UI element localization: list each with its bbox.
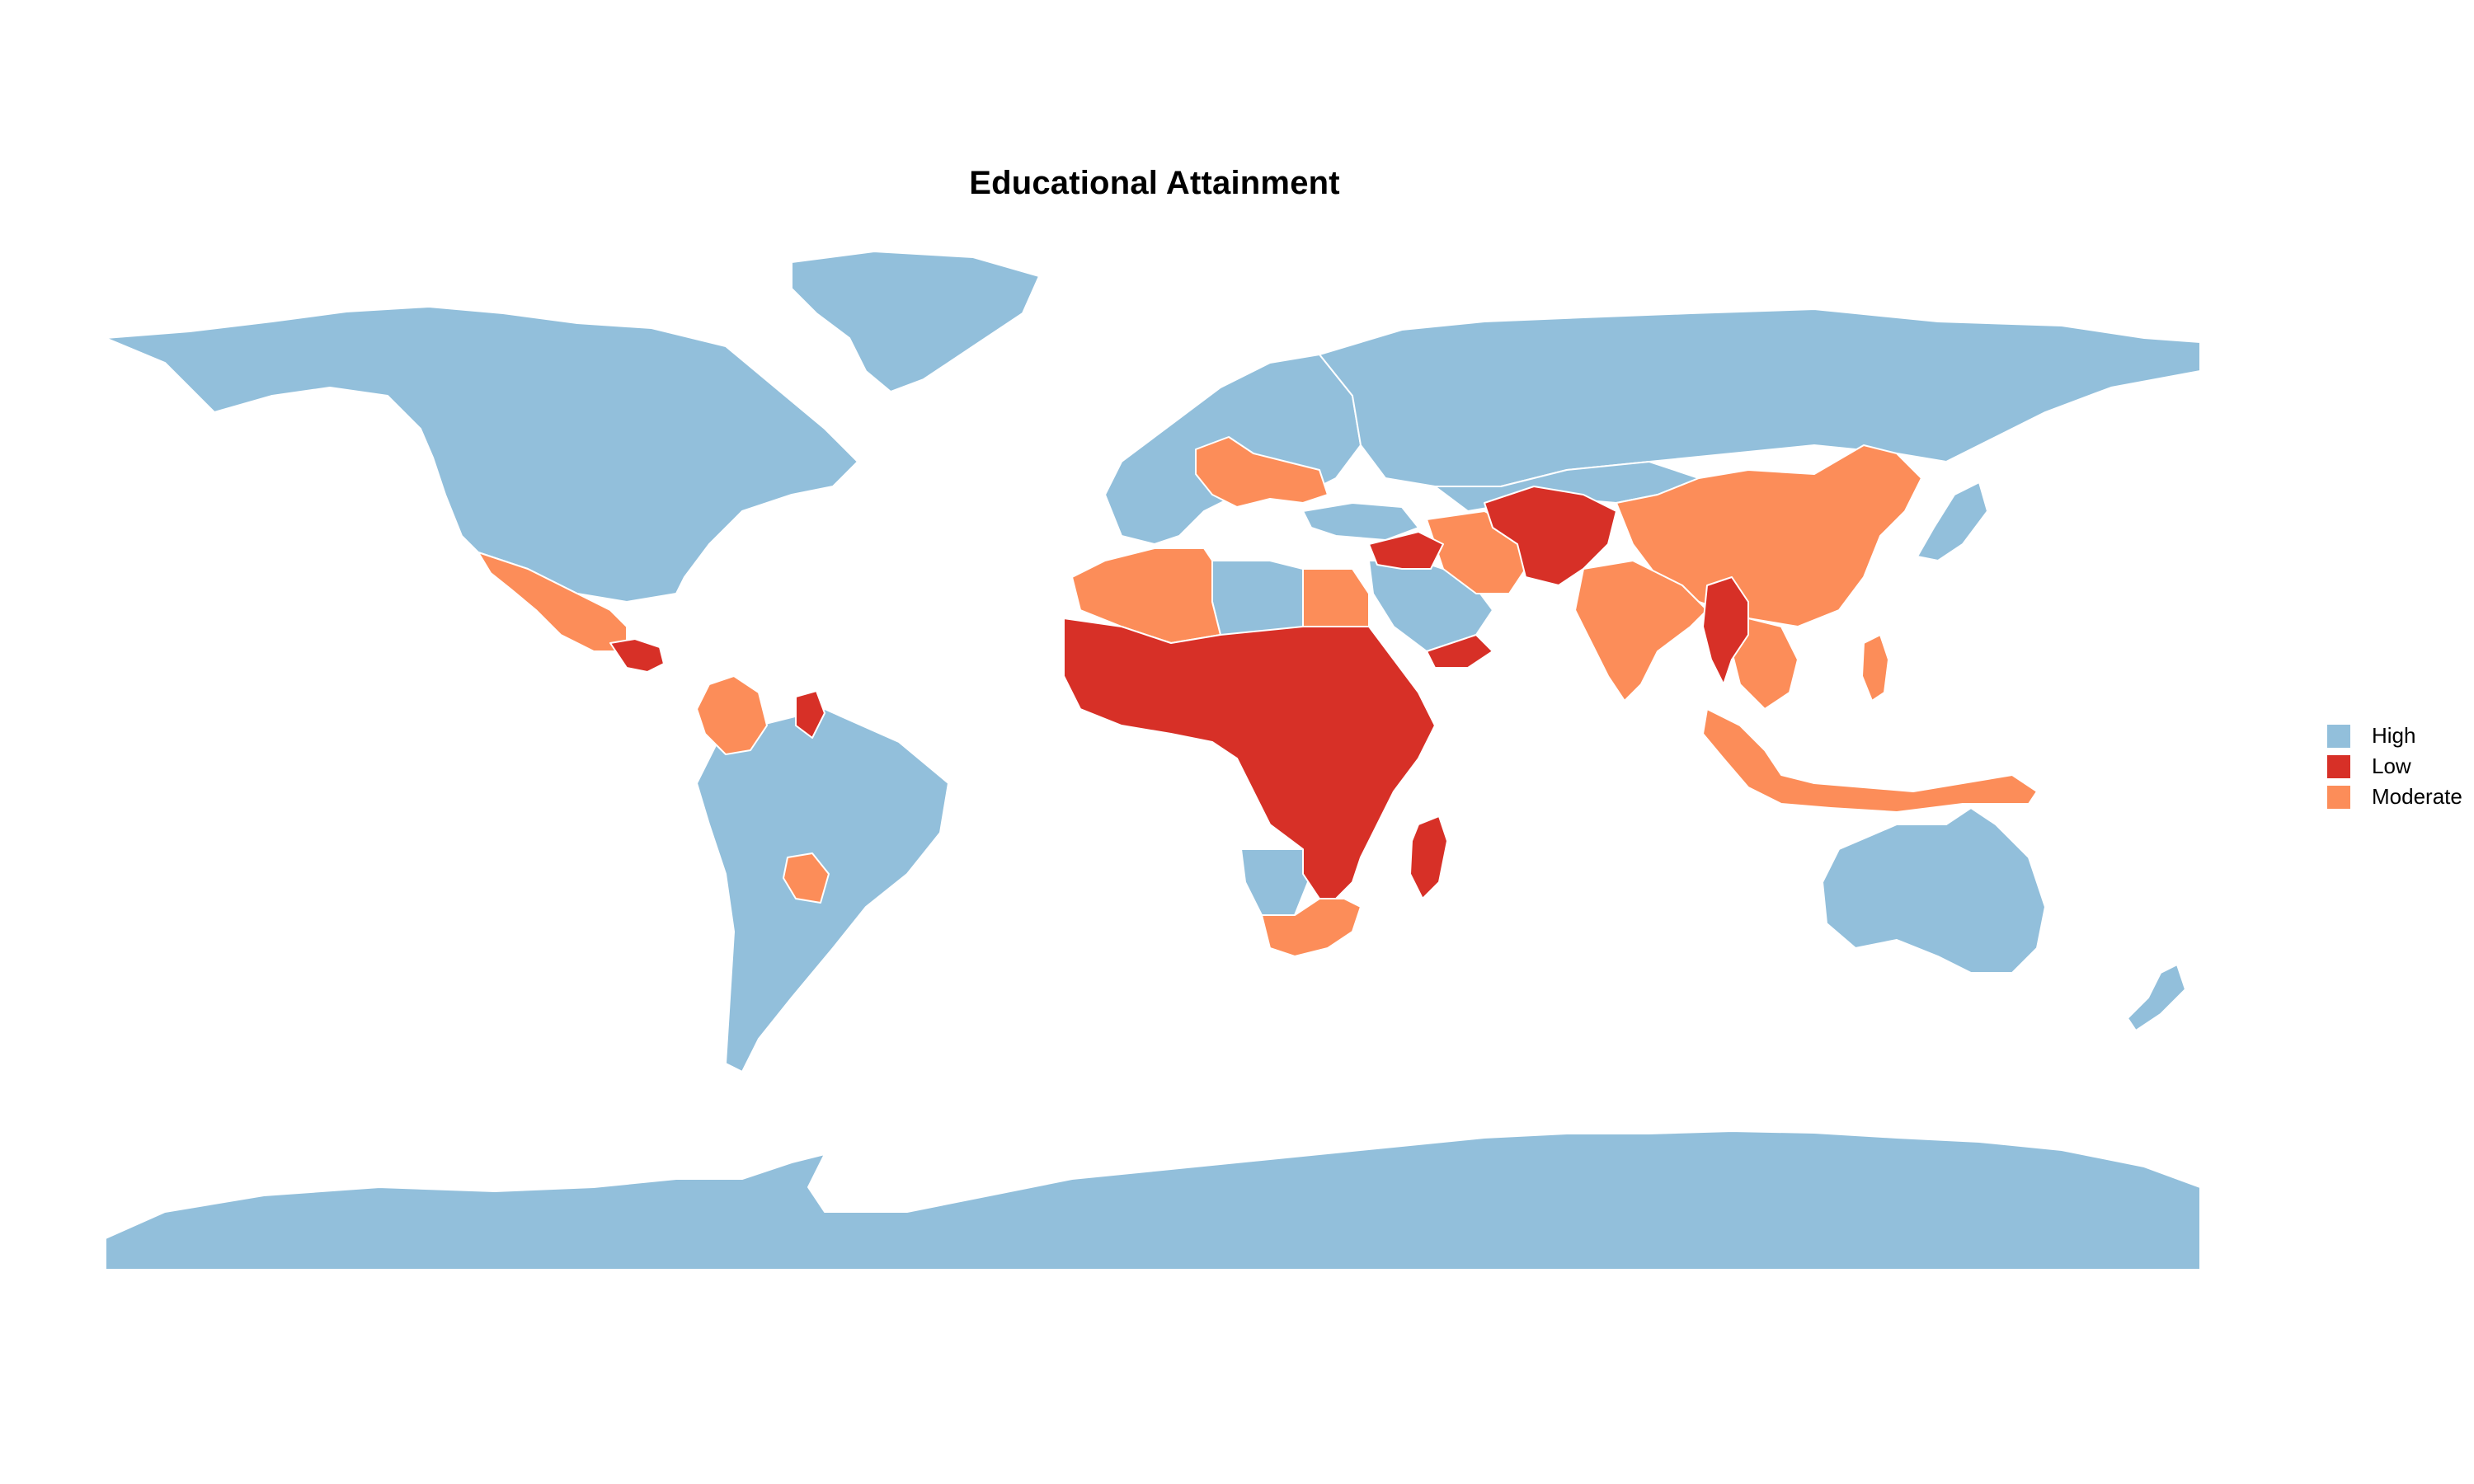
world-map — [105, 251, 2201, 1270]
region-mexico — [477, 552, 628, 652]
legend: High Low Moderate — [2327, 721, 2462, 812]
region-southeast-europe — [1195, 436, 1329, 508]
region-turkey — [1302, 502, 1419, 541]
region-central-america — [609, 638, 665, 673]
region-madagascar — [1409, 815, 1448, 899]
legend-item-high: High — [2327, 721, 2462, 751]
region-philippines — [1861, 634, 1889, 702]
region-australia — [1822, 807, 2046, 974]
legend-item-moderate: Moderate — [2327, 782, 2462, 812]
region-egypt — [1302, 568, 1370, 627]
region-paraguay — [783, 852, 830, 904]
region-antarctica — [105, 1130, 2201, 1270]
legend-swatch-high — [2327, 724, 2350, 748]
region-japan — [1917, 481, 1988, 561]
region-middle-east — [1368, 531, 1493, 669]
region-namibia — [1240, 848, 1312, 916]
region-afghanistan-pakistan — [1484, 486, 1617, 586]
legend-label-low: Low — [2372, 754, 2411, 778]
region-new-zealand — [2127, 964, 2186, 1031]
legend-item-low: Low — [2327, 751, 2462, 782]
legend-swatch-low — [2327, 754, 2350, 778]
region-russia — [1319, 308, 2201, 487]
legend-label-high: High — [2372, 723, 2416, 748]
region-indonesia — [1702, 708, 2038, 813]
region-india — [1574, 560, 1708, 702]
legend-label-moderate: Moderate — [2372, 784, 2462, 809]
legend-swatch-moderate — [2327, 785, 2350, 809]
region-greenland — [791, 251, 1040, 392]
region-venezuela — [795, 690, 825, 739]
region-southern-africa — [1261, 898, 1362, 957]
region-myanmar — [1702, 576, 1749, 685]
region-north-africa — [1071, 547, 1221, 644]
region-libya — [1211, 560, 1304, 636]
region-north-america — [105, 306, 858, 603]
map-title: Educational Attainment — [969, 165, 1340, 201]
region-sub-saharan-africa — [1063, 618, 1436, 899]
region-colombia — [696, 675, 768, 755]
